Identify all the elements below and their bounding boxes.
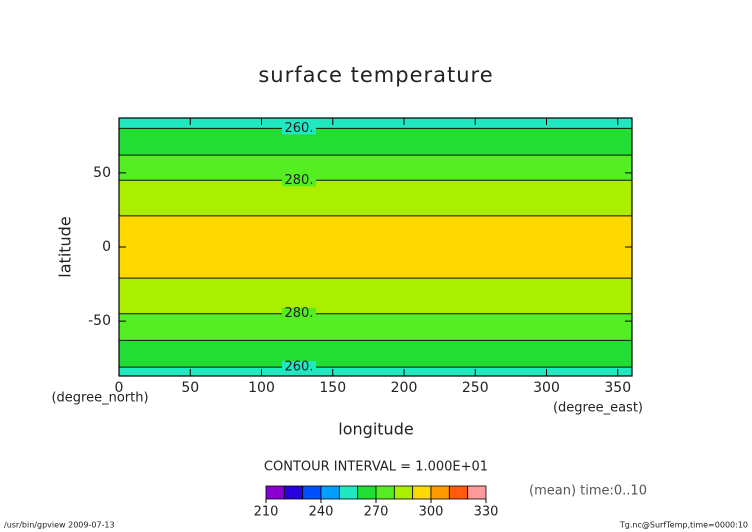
colorbar-box <box>283 485 304 500</box>
y-tick-label: 0 <box>102 239 111 255</box>
colorbar-box <box>412 485 432 500</box>
colorbar-tick-label: 240 <box>309 505 334 520</box>
contour-band <box>119 118 632 129</box>
x-axis-label: longitude <box>338 420 413 439</box>
colorbar-box <box>430 485 450 500</box>
contour-label-bg <box>282 174 316 187</box>
x-tick-label: 300 <box>533 380 560 396</box>
contour-label: 260. <box>285 121 314 136</box>
contour-label: 280. <box>285 173 314 188</box>
colorbar-box <box>375 485 395 500</box>
footer-left: /usr/bin/gpview 2009-07-13 <box>4 521 115 530</box>
contour-label-bg <box>282 122 316 135</box>
contour-label-bg <box>282 307 316 320</box>
colorbar-box <box>448 485 469 500</box>
x-unit: (degree_east) <box>553 401 643 416</box>
contour-band <box>119 155 632 181</box>
colorbar-tick-label: 270 <box>364 505 389 520</box>
colorbar-tick-label: 210 <box>254 505 279 520</box>
contour-band <box>119 313 632 341</box>
colorbar-tick-label: 300 <box>419 505 444 520</box>
colorbar-box <box>357 485 377 500</box>
contour-label: 260. <box>285 360 314 375</box>
x-tick-label: 200 <box>391 380 418 396</box>
contour-band <box>119 180 632 216</box>
colorbar-box <box>393 485 414 500</box>
contour-band <box>119 215 632 279</box>
x-tick-label: 150 <box>319 380 346 396</box>
contour-label: 280. <box>285 306 314 321</box>
colorbar-tick-label: 330 <box>474 505 499 520</box>
y-tick-label: 50 <box>93 165 111 181</box>
x-tick-label: 350 <box>604 380 631 396</box>
x-tick-label: 250 <box>462 380 489 396</box>
colorbar-box <box>265 485 285 500</box>
chart-title: surface temperature <box>258 63 493 87</box>
colorbar-box <box>302 485 322 500</box>
contour-band <box>119 278 632 314</box>
y-tick-label: -50 <box>88 313 111 329</box>
x-tick-label: 0 <box>115 380 124 396</box>
contour-band <box>119 367 632 376</box>
colorbar-box <box>467 485 487 500</box>
colorbar-box <box>338 485 359 500</box>
x-tick-label: 50 <box>181 380 199 396</box>
contour-band <box>119 340 632 368</box>
contour-band <box>119 128 632 156</box>
contour-interval: CONTOUR INTERVAL = 1.000E+01 <box>264 460 488 475</box>
y-unit: (degree_north) <box>51 391 148 406</box>
annotation: (mean) time:0..10 <box>529 484 647 499</box>
contour-label-bg <box>282 361 316 374</box>
x-tick-label: 100 <box>248 380 275 396</box>
footer-right: Tg.nc@SurfTemp,time=0000:10 <box>619 521 748 530</box>
colorbar-box <box>320 485 340 500</box>
y-axis-label: latitude <box>56 216 75 277</box>
